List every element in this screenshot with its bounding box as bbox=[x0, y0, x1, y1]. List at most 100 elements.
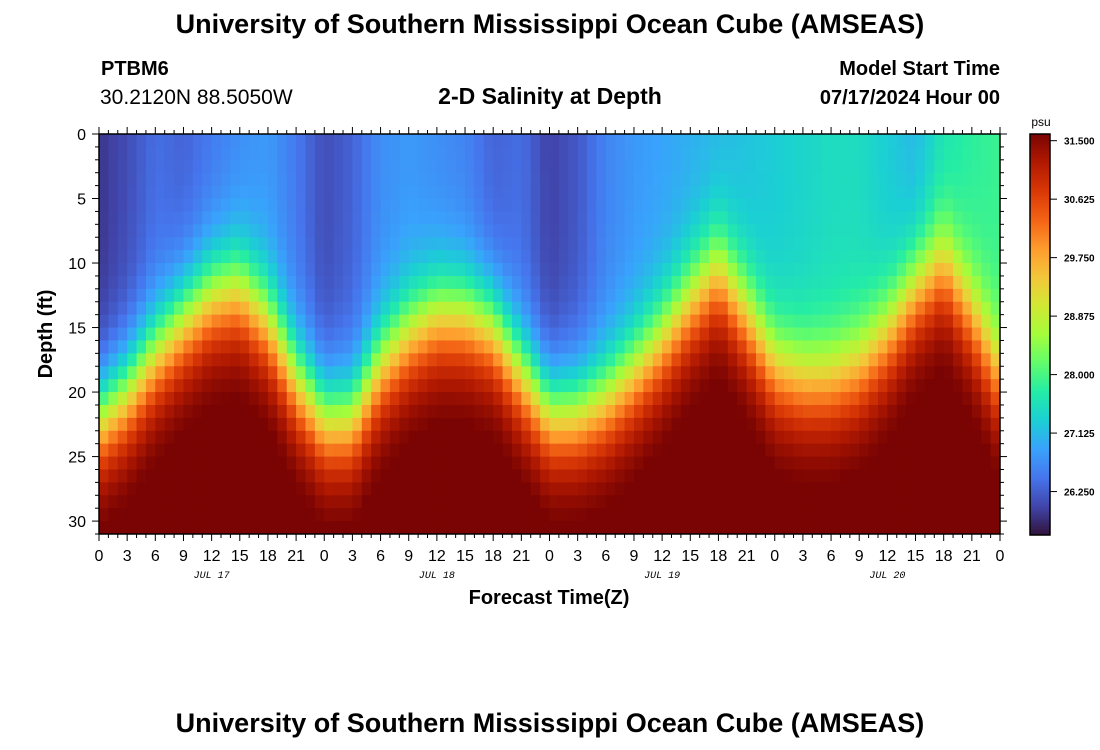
heatmap-cell bbox=[784, 379, 795, 393]
heatmap-cell bbox=[371, 417, 382, 432]
heatmap-cell bbox=[596, 482, 607, 496]
heatmap-cell bbox=[427, 482, 438, 496]
heatmap-cell bbox=[699, 250, 710, 264]
heatmap-cell bbox=[145, 404, 156, 419]
heatmap-cell bbox=[389, 430, 400, 445]
heatmap-cell bbox=[549, 185, 560, 200]
heatmap-cell bbox=[727, 172, 738, 187]
heatmap-cell bbox=[511, 443, 522, 458]
heatmap-cell bbox=[868, 456, 879, 471]
heatmap-cell bbox=[164, 198, 175, 213]
heatmap-cell bbox=[230, 430, 241, 445]
heatmap-cell bbox=[727, 417, 738, 432]
heatmap-cell bbox=[343, 456, 354, 471]
heatmap-cell bbox=[793, 327, 804, 342]
heatmap-cell bbox=[605, 327, 616, 342]
heatmap-cell bbox=[943, 443, 954, 458]
heatmap-cell bbox=[230, 508, 241, 522]
heatmap-cell bbox=[615, 237, 626, 251]
heatmap-cell bbox=[962, 159, 973, 174]
heatmap-cell bbox=[521, 521, 532, 534]
heatmap-cell bbox=[258, 159, 269, 174]
heatmap-cell bbox=[990, 198, 1000, 213]
heatmap-cell bbox=[108, 366, 119, 380]
heatmap-cell bbox=[108, 146, 119, 161]
heatmap-cell bbox=[352, 301, 363, 316]
heatmap-cell bbox=[671, 456, 682, 471]
heatmap-cell bbox=[643, 146, 654, 161]
heatmap-cell bbox=[277, 275, 288, 290]
heatmap-cell bbox=[108, 327, 119, 342]
heatmap-cell bbox=[943, 250, 954, 264]
heatmap-cell bbox=[765, 263, 776, 277]
heatmap-cell bbox=[990, 366, 1000, 380]
x-date-label: JUL 19 bbox=[644, 571, 680, 582]
heatmap-cell bbox=[324, 327, 335, 342]
heatmap-cell bbox=[324, 314, 335, 329]
heatmap-cell bbox=[718, 159, 729, 174]
heatmap-cell bbox=[371, 508, 382, 522]
heatmap-cell bbox=[605, 250, 616, 264]
x-axis-label: Forecast Time(Z) bbox=[469, 587, 630, 609]
heatmap-cell bbox=[221, 327, 231, 342]
heatmap-cell bbox=[493, 469, 504, 483]
heatmap-cell bbox=[699, 237, 710, 251]
heatmap-cell bbox=[981, 392, 992, 406]
heatmap-cell bbox=[915, 417, 926, 432]
heatmap-cell bbox=[802, 250, 813, 264]
heatmap-cell bbox=[549, 224, 560, 238]
heatmap-cell bbox=[624, 392, 635, 406]
x-date-label: JUL 18 bbox=[419, 571, 455, 582]
heatmap-cell bbox=[540, 417, 551, 432]
heatmap-cell bbox=[117, 288, 128, 303]
heatmap-cell bbox=[530, 172, 541, 187]
heatmap-cell bbox=[418, 288, 429, 303]
heatmap-cell bbox=[99, 508, 109, 522]
heatmap-cell bbox=[981, 482, 992, 496]
heatmap-cell bbox=[596, 134, 607, 148]
heatmap-cell bbox=[474, 263, 485, 277]
heatmap-cell bbox=[568, 366, 579, 380]
heatmap-cell bbox=[812, 301, 823, 316]
heatmap-cell bbox=[802, 469, 813, 483]
heatmap-cell bbox=[962, 224, 973, 238]
heatmap-cell bbox=[821, 327, 832, 342]
heatmap-cell bbox=[249, 172, 260, 187]
heatmap-cell bbox=[934, 134, 945, 148]
heatmap-cell bbox=[455, 482, 466, 496]
heatmap-cell bbox=[380, 288, 391, 303]
heatmap-cell bbox=[849, 237, 860, 251]
heatmap-cell bbox=[352, 250, 363, 264]
heatmap-cell bbox=[662, 185, 673, 200]
heatmap-cell bbox=[981, 211, 992, 225]
heatmap-cell bbox=[577, 521, 588, 534]
heatmap-cell bbox=[680, 224, 691, 238]
heatmap-cell bbox=[624, 521, 635, 534]
heatmap-cell bbox=[981, 237, 992, 251]
heatmap-cell bbox=[662, 301, 673, 316]
heatmap-cell bbox=[314, 134, 325, 148]
heatmap-cell bbox=[436, 224, 447, 238]
heatmap-cell bbox=[868, 159, 879, 174]
heatmap-cell bbox=[511, 430, 522, 445]
heatmap-cell bbox=[389, 508, 400, 522]
heatmap-cell bbox=[399, 211, 410, 225]
heatmap-cell bbox=[831, 159, 842, 174]
heatmap-cell bbox=[765, 443, 776, 458]
heatmap-cell bbox=[296, 185, 307, 200]
heatmap-cell bbox=[558, 508, 569, 522]
heatmap-cell bbox=[521, 198, 532, 213]
heatmap-cell bbox=[221, 198, 231, 213]
heatmap-cell bbox=[352, 185, 363, 200]
heatmap-cell bbox=[221, 134, 231, 148]
heatmap-cell bbox=[765, 314, 776, 329]
heatmap-cell bbox=[164, 288, 175, 303]
heatmap-cell bbox=[812, 430, 823, 445]
heatmap-cell bbox=[286, 404, 297, 419]
heatmap-cell bbox=[164, 250, 175, 264]
heatmap-cell bbox=[389, 275, 400, 290]
heatmap-cell bbox=[812, 495, 823, 509]
heatmap-cell bbox=[239, 443, 250, 458]
heatmap-cell bbox=[427, 508, 438, 522]
heatmap-cell bbox=[737, 301, 748, 316]
